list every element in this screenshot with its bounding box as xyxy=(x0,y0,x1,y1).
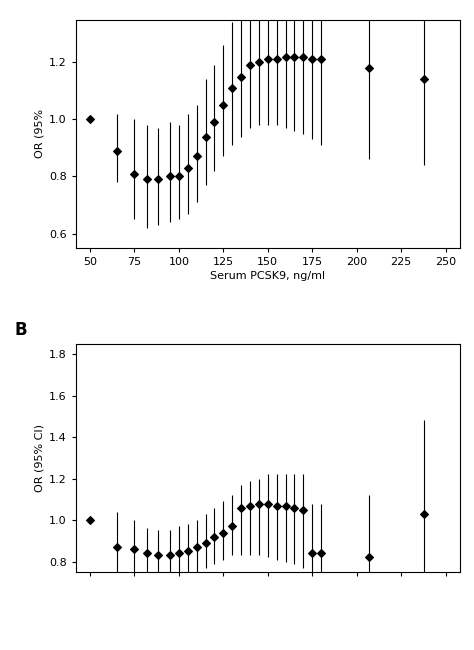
X-axis label: Serum PCSK9, ng/ml: Serum PCSK9, ng/ml xyxy=(210,271,325,281)
Y-axis label: OR (95%: OR (95% xyxy=(35,109,45,158)
Text: B: B xyxy=(14,321,27,339)
Y-axis label: OR (95% CI): OR (95% CI) xyxy=(35,424,45,492)
